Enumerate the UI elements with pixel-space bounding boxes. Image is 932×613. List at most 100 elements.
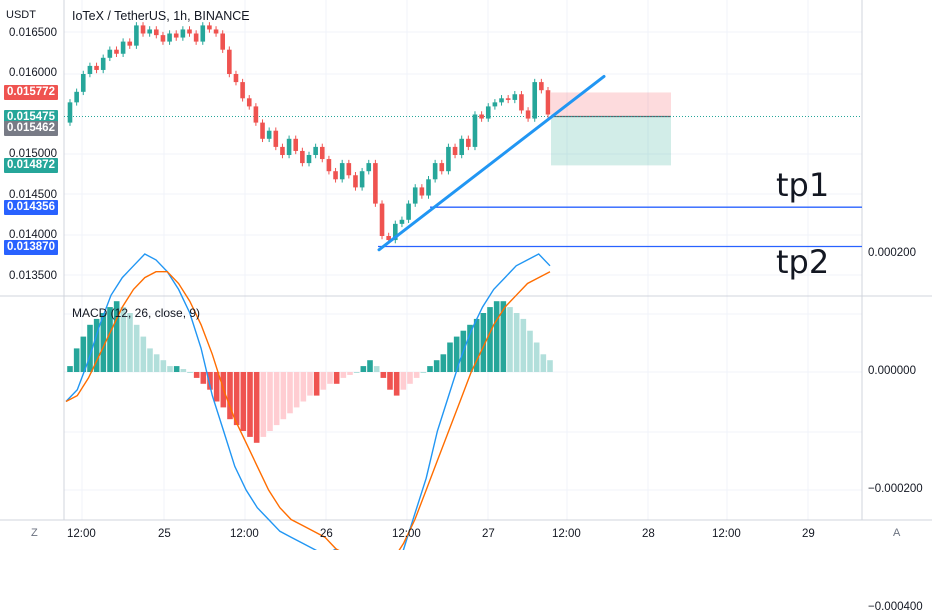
price-tag: 0.013870 [4, 239, 58, 255]
macd-histogram-bar [420, 372, 427, 373]
candle-body [80, 74, 86, 92]
candle-body [160, 35, 166, 42]
currency-label: USDT [6, 9, 36, 21]
candle-body [286, 138, 292, 155]
candle-body [67, 102, 73, 123]
macd-histogram-bar [487, 307, 493, 372]
macd-histogram-bar [453, 336, 460, 372]
macd-histogram-bar [80, 336, 87, 372]
macd-histogram-bar [447, 342, 453, 372]
macd-histogram-bar [207, 372, 213, 390]
candle-body [193, 33, 199, 42]
macd-histogram-bar [140, 336, 147, 372]
candle-body [472, 114, 478, 147]
candle-body [512, 94, 518, 100]
candle-body [466, 138, 471, 147]
candle-body [452, 146, 458, 155]
timezone-button[interactable]: Z [31, 527, 38, 539]
time-tick-label: 25 [158, 528, 171, 540]
macd-histogram-bar [327, 372, 333, 384]
macd-line [65, 253, 551, 550]
macd-histogram-bar [147, 348, 153, 372]
chart-svg[interactable] [0, 0, 932, 550]
macd-histogram-bar [100, 313, 107, 372]
candle-body [173, 33, 179, 38]
candle-body [519, 94, 524, 111]
macd-histogram-bar [160, 360, 167, 372]
candle-body [373, 163, 378, 204]
auto-scale-button[interactable]: A [893, 527, 901, 539]
macd-histogram-bar [227, 372, 233, 420]
candle-body [492, 102, 498, 107]
candle-body [107, 49, 113, 58]
macd-histogram-bar [533, 342, 540, 372]
macd-histogram-bar [293, 372, 300, 408]
candle-body [393, 223, 398, 241]
candle-body [525, 110, 531, 119]
macd-histogram-bar [287, 372, 293, 414]
time-tick-label: 28 [642, 528, 655, 540]
macd-histogram-bar [153, 354, 160, 372]
macd-histogram-bar [200, 372, 207, 384]
candle-body [426, 179, 431, 196]
macd-histogram-bar [513, 313, 520, 372]
macd-histogram-bar [167, 366, 173, 372]
macd-histogram-bar [433, 360, 440, 372]
candle-body [446, 146, 451, 172]
macd-histogram-bar [480, 313, 487, 372]
tp1-label: tp1 [776, 166, 830, 204]
macd-histogram-bar [493, 301, 500, 372]
time-tick-label: 12:00 [552, 528, 581, 540]
candle-body [94, 65, 99, 70]
macd-histogram-bar [427, 366, 433, 372]
macd-histogram-bar [73, 348, 80, 372]
macd-histogram-bar [340, 372, 347, 378]
time-tick-label: 12:00 [67, 528, 96, 540]
candle-body [439, 163, 445, 172]
price-tick-label: 0.016500 [9, 26, 57, 39]
macd-histogram-bar [333, 372, 340, 384]
candle-body [326, 159, 332, 172]
price-tick-label: 0.014500 [9, 188, 57, 201]
macd-histogram-bar [213, 372, 220, 402]
tp2-label: tp2 [776, 243, 830, 281]
macd-histogram-bar [507, 307, 513, 372]
price-tag: 0.015772 [4, 85, 58, 101]
price-tick-label: 0.013500 [9, 269, 57, 282]
candle-body [187, 29, 192, 34]
candle-body [532, 82, 538, 119]
macd-histogram-bar [107, 307, 113, 372]
macd-histogram-bar [267, 372, 273, 431]
candle-body [485, 106, 491, 119]
candle-body [147, 29, 152, 34]
time-tick-label: 12:00 [392, 528, 421, 540]
macd-histogram-bar [260, 372, 267, 437]
macd-histogram-bar [380, 372, 387, 378]
candle-body [134, 25, 139, 46]
price-tag: 0.015462 [4, 120, 58, 136]
macd-histogram-bar [307, 372, 313, 396]
macd-histogram-bar [527, 330, 533, 372]
macd-histogram-bar [353, 372, 360, 373]
macd-histogram-bar [373, 366, 380, 372]
macd-title: MACD (12, 26, close, 9) [72, 306, 201, 320]
price-tick-label: 0.014000 [9, 229, 57, 241]
candle-body [273, 130, 279, 147]
macd-histogram-bar [520, 318, 527, 372]
macd-histogram-bar [300, 372, 307, 402]
candle-body [313, 146, 318, 155]
candle-body [505, 98, 511, 100]
candle-body [207, 25, 212, 30]
macd-histogram-bar [120, 307, 127, 372]
macd-histogram-bar [193, 372, 200, 378]
signal-line [65, 271, 551, 550]
candle-body [200, 25, 206, 42]
candle-body [74, 91, 79, 103]
candle-body [399, 219, 405, 224]
candle-body [233, 74, 239, 83]
candle-body [386, 236, 391, 241]
candle-body [246, 98, 252, 107]
candle-body [280, 146, 285, 155]
macd-tick-label: 0.000000 [868, 365, 916, 377]
